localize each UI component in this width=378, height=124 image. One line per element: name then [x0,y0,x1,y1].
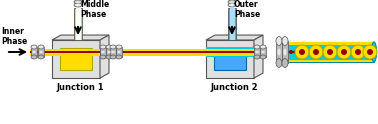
Ellipse shape [116,55,122,59]
Ellipse shape [260,55,266,59]
Text: Junction 1: Junction 1 [56,83,104,92]
Bar [286,42,374,62]
Ellipse shape [229,4,235,6]
Circle shape [284,50,288,54]
Bar [228,8,236,40]
Circle shape [367,49,373,55]
Ellipse shape [31,55,37,59]
Bar [52,49,100,55]
Ellipse shape [75,4,81,6]
Ellipse shape [74,3,82,7]
Bar [30,48,52,56]
Ellipse shape [38,45,44,49]
Polygon shape [254,35,263,78]
Bar [286,51,314,53]
Bar [100,47,106,57]
Polygon shape [52,35,109,40]
Bar [52,51,100,53]
Ellipse shape [260,45,266,49]
Ellipse shape [38,55,44,59]
Circle shape [341,49,347,55]
Bar [106,47,112,57]
Bar [30,51,52,53]
Ellipse shape [276,37,282,45]
Bar [30,51,52,53]
Ellipse shape [261,51,265,53]
Polygon shape [206,35,263,40]
Ellipse shape [75,1,81,3]
Text: Middle
Phase: Middle Phase [80,0,109,19]
Circle shape [289,50,293,54]
Circle shape [309,45,323,59]
Text: Inner
Phase: Inner Phase [1,27,27,46]
Ellipse shape [277,49,280,55]
Bar [31,47,37,57]
Bar [282,41,288,63]
Ellipse shape [254,55,260,59]
Ellipse shape [100,55,106,59]
Circle shape [299,49,305,55]
Circle shape [313,49,319,55]
Ellipse shape [254,45,260,49]
Text: Junction 2: Junction 2 [210,83,258,92]
Bar [110,47,116,57]
Bar [116,49,206,55]
Ellipse shape [276,59,282,67]
Bar [52,48,100,56]
Circle shape [355,49,361,55]
Bar [116,48,206,56]
Bar [254,47,260,57]
Circle shape [323,45,337,59]
Circle shape [295,45,309,59]
Ellipse shape [256,51,259,53]
Bar [74,8,82,40]
Circle shape [351,45,365,59]
Bar [260,47,266,57]
Polygon shape [206,40,254,78]
Bar [60,48,92,70]
Bar [229,8,234,40]
Ellipse shape [100,45,106,49]
Ellipse shape [282,37,288,45]
Circle shape [337,45,351,59]
Bar [206,51,254,53]
Ellipse shape [106,45,112,49]
Bar [30,49,52,55]
Bar [206,48,254,56]
Ellipse shape [372,42,376,62]
Bar [286,60,374,62]
Text: Outer
Phase: Outer Phase [234,0,260,19]
Bar [38,47,44,57]
Bar [214,48,246,70]
Ellipse shape [110,55,116,59]
Ellipse shape [282,59,288,67]
Ellipse shape [107,51,111,53]
Bar [286,42,374,45]
Ellipse shape [229,1,235,3]
Ellipse shape [110,45,116,49]
Polygon shape [100,35,109,78]
Bar [116,51,206,53]
Bar [116,47,122,57]
Ellipse shape [39,51,43,53]
Ellipse shape [117,51,121,53]
Ellipse shape [31,45,37,49]
Ellipse shape [106,55,112,59]
Polygon shape [52,40,100,78]
Circle shape [363,45,377,59]
Circle shape [327,49,333,55]
Ellipse shape [74,0,82,4]
Ellipse shape [116,45,122,49]
Ellipse shape [228,0,236,4]
Bar [276,41,282,63]
Bar [206,47,254,57]
Ellipse shape [33,51,36,53]
Circle shape [294,50,298,54]
Ellipse shape [112,51,115,53]
Ellipse shape [228,3,236,7]
Ellipse shape [284,49,287,55]
Ellipse shape [101,51,105,53]
Bar [76,8,81,40]
